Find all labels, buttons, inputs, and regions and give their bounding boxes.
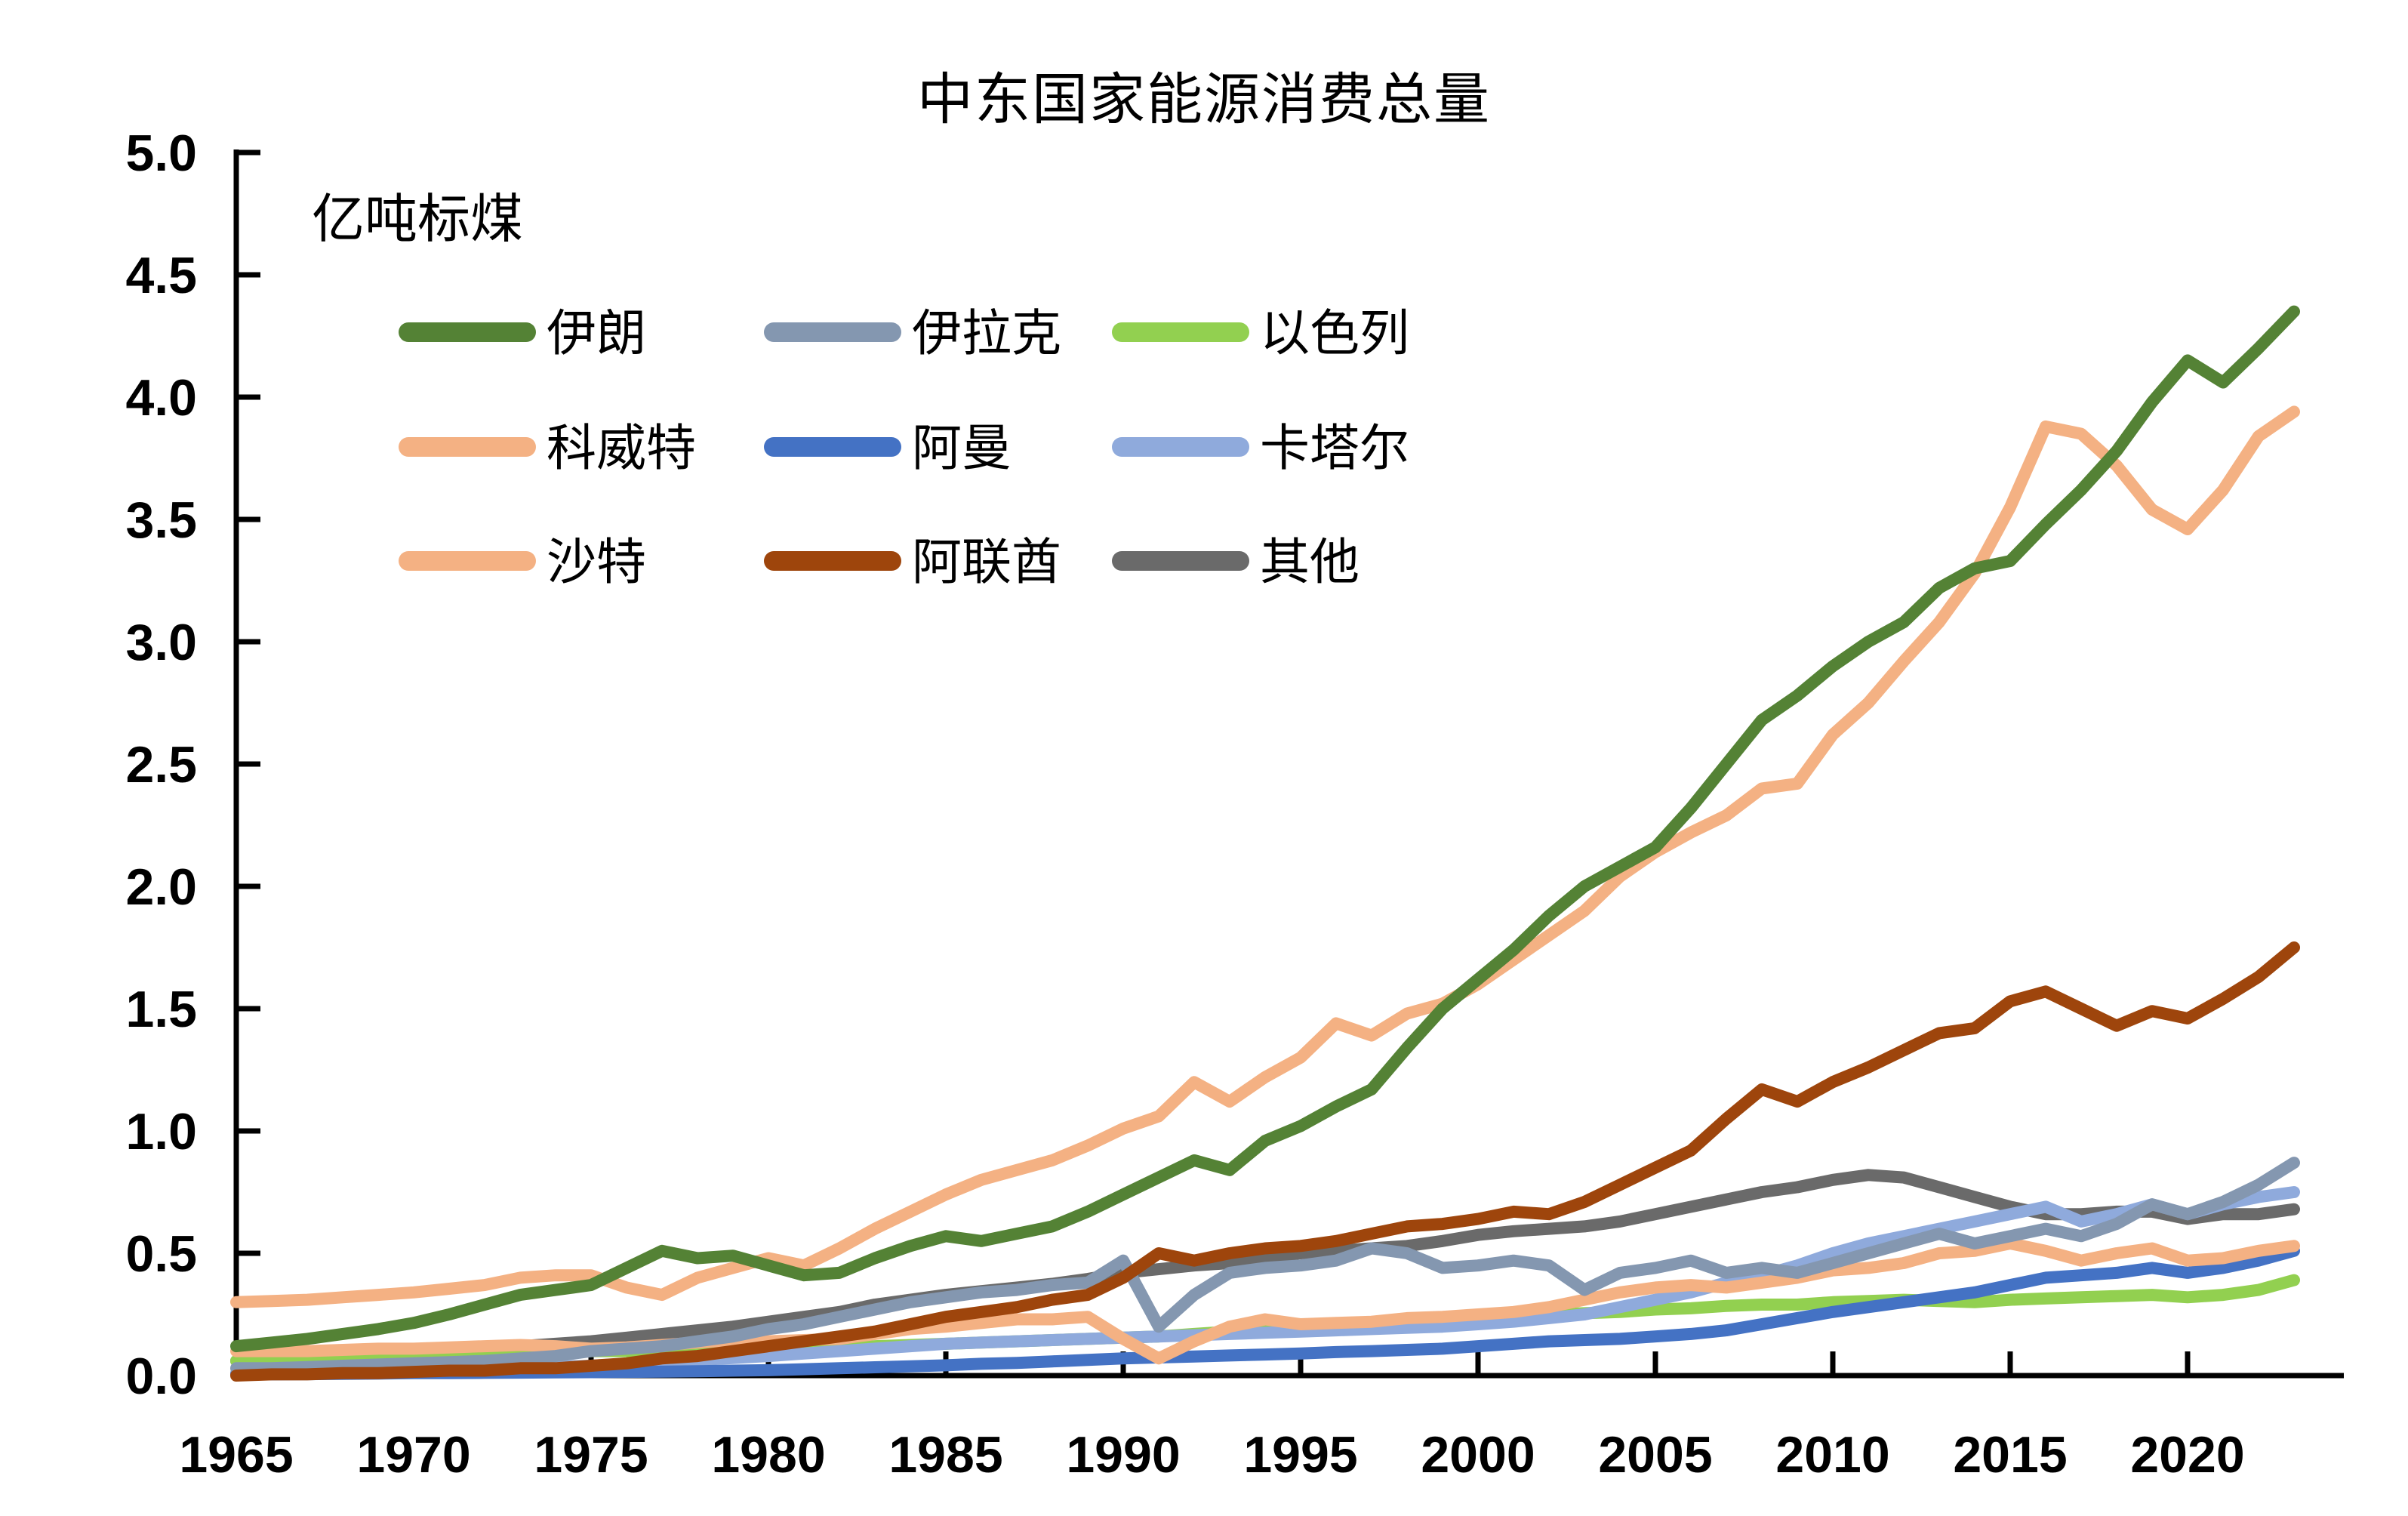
legend-label-iran: 伊朗 (547, 307, 646, 362)
x-tick-label: 1995 (1243, 1426, 1357, 1484)
legend-swatch-israel (1112, 322, 1249, 342)
y-tick-label: 4.0 (125, 369, 197, 427)
x-tick-label: 1975 (534, 1426, 648, 1484)
x-tick-label: 2005 (1598, 1426, 1712, 1484)
legend-label-iraq: 伊拉克 (912, 307, 1061, 362)
legend-item-iran: 伊朗 (399, 307, 646, 362)
legend-label-qatar: 卡塔尔 (1260, 421, 1409, 476)
legend-label-saudi: 沙特 (547, 535, 646, 590)
legend-swatch-uae (764, 551, 901, 571)
y-tick-label: 1.0 (125, 1103, 197, 1160)
x-tick-label: 2000 (1421, 1426, 1535, 1484)
y-tick-label: 0.5 (125, 1225, 197, 1283)
x-tick-label: 1970 (356, 1426, 470, 1484)
y-axis-unit-label: 亿吨标煤 (312, 191, 523, 249)
legend-swatch-oman (764, 437, 901, 457)
y-tick-label: 5.0 (125, 125, 197, 182)
series-line-iran (230, 305, 2300, 1353)
y-tick-label: 2.0 (125, 858, 197, 916)
x-tick-label: 1965 (179, 1426, 293, 1484)
series-line-saudi (230, 405, 2300, 1308)
y-tick-label: 0.0 (125, 1348, 197, 1405)
y-tick-label: 3.0 (125, 614, 197, 671)
x-tick-label: 1985 (888, 1426, 1002, 1484)
legend-item-saudi: 沙特 (399, 535, 646, 590)
y-tick-label: 4.5 (125, 247, 197, 304)
x-tick-label: 2010 (1775, 1426, 1889, 1484)
legend-item-qatar: 卡塔尔 (1112, 421, 1409, 476)
legend-swatch-saudi (399, 551, 536, 571)
x-tick-label: 1980 (711, 1426, 825, 1484)
x-tick-label: 1990 (1066, 1426, 1180, 1484)
legend-label-oman: 阿曼 (912, 421, 1012, 476)
legend-swatch-qatar (1112, 437, 1249, 457)
legend-item-oman: 阿曼 (764, 421, 1012, 476)
y-tick-label: 2.5 (125, 736, 197, 793)
legend-item-kuwait: 科威特 (399, 421, 696, 476)
series-line-iraq (230, 1157, 2300, 1375)
x-tick-label: 2020 (2130, 1426, 2244, 1484)
chart-title: 中东国家能源消费总量 (917, 69, 1491, 131)
legend-item-others: 其他 (1112, 535, 1360, 590)
x-tick-label: 2015 (1953, 1426, 2067, 1484)
legend-label-uae: 阿联酋 (912, 535, 1061, 590)
legend-label-kuwait: 科威特 (547, 421, 696, 476)
series-line-uae (230, 941, 2300, 1382)
legend-item-uae: 阿联酋 (764, 535, 1061, 590)
y-tick-label: 1.5 (125, 981, 197, 1038)
legend-swatch-others (1112, 551, 1249, 571)
legend-swatch-iran (399, 322, 536, 342)
legend-swatch-kuwait (399, 437, 536, 457)
legend-label-israel: 以色列 (1260, 307, 1409, 362)
y-tick-label: 3.5 (125, 491, 197, 549)
legend-swatch-iraq (764, 322, 901, 342)
legend-item-iraq: 伊拉克 (764, 307, 1061, 362)
legend-item-israel: 以色列 (1112, 307, 1409, 362)
legend-label-others: 其他 (1260, 535, 1360, 590)
